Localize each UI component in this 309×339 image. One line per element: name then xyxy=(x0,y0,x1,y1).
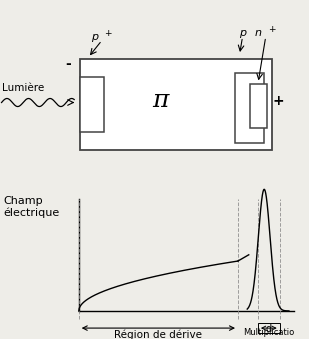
Text: +: + xyxy=(272,94,284,108)
Text: p: p xyxy=(91,32,98,42)
Text: n: n xyxy=(255,28,262,38)
Text: -: - xyxy=(65,57,71,71)
Bar xyxy=(235,73,264,143)
Text: π: π xyxy=(153,89,169,112)
Bar xyxy=(80,59,272,150)
Text: p: p xyxy=(239,28,246,38)
Text: d: d xyxy=(266,324,272,334)
Text: Champ
électrique: Champ électrique xyxy=(3,196,59,218)
Bar xyxy=(250,84,267,128)
Text: Région de dérive: Région de dérive xyxy=(114,330,202,339)
Text: +: + xyxy=(268,25,275,34)
Text: Lumière: Lumière xyxy=(2,83,44,93)
Bar xyxy=(258,323,280,333)
Bar xyxy=(80,77,104,132)
Text: Multiplicatio: Multiplicatio xyxy=(243,328,294,337)
Text: +: + xyxy=(104,29,112,38)
